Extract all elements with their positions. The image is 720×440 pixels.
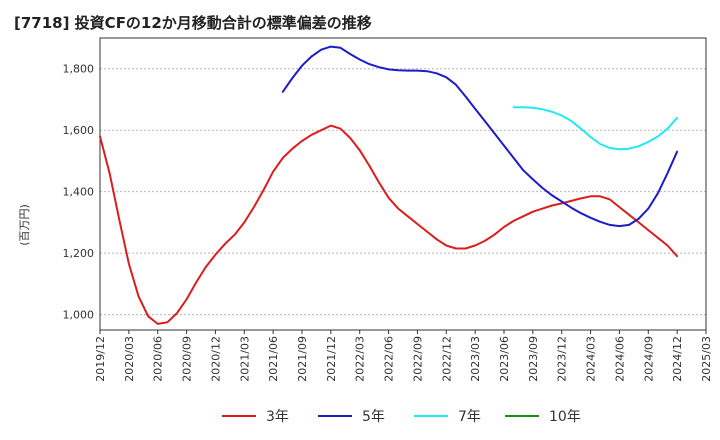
x-tick-label: 2021/03 — [238, 336, 251, 382]
legend-label: 10年 — [549, 409, 581, 425]
legend-label: 7年 — [458, 409, 481, 425]
legend-item: 5年 — [318, 406, 385, 426]
series-line-1 — [281, 45, 679, 228]
legend-item: 7年 — [414, 406, 481, 426]
y-tick-label: 1,000 — [63, 309, 95, 322]
x-tick-label: 2019/12 — [94, 336, 107, 382]
y-tick-label: 1,800 — [63, 63, 95, 76]
x-tick-label: 2022/12 — [440, 336, 453, 382]
x-tick-label: 2024/12 — [671, 336, 684, 382]
chart-canvas: 1,000 1,200 1,400 1,600 1,800 2019/12 2020/03 2… — [63, 37, 713, 382]
x-tick-label: 2024/06 — [613, 336, 626, 382]
x-tick-label: 2021/12 — [325, 336, 338, 382]
chart-title: [7718] 投資CFの12か月移動合計の標準偏差の推移 — [14, 14, 372, 32]
legend-item: 3年 — [222, 406, 289, 426]
x-tick-label: 2022/09 — [411, 336, 424, 382]
x-tick-label: 2022/06 — [383, 336, 396, 382]
legend-label: 3年 — [266, 409, 289, 425]
plot-frame — [99, 37, 707, 331]
series-line-0 — [99, 124, 679, 325]
series-line-2 — [512, 106, 679, 151]
x-tick-label: 2021/06 — [267, 336, 280, 382]
x-tick-label: 2024/03 — [585, 336, 598, 382]
x-tick-label: 2020/12 — [209, 336, 222, 382]
x-tick-label: 2021/09 — [296, 336, 309, 382]
x-tick-label: 2022/03 — [354, 336, 367, 382]
legend-swatch — [318, 415, 352, 417]
x-tick-label: 2020/06 — [152, 336, 165, 382]
legend-swatch — [222, 415, 256, 417]
legend-label: 5年 — [362, 409, 385, 425]
x-tick-label: 2024/09 — [642, 336, 655, 382]
x-tick-label: 2020/09 — [181, 336, 194, 382]
x-tick-label: 2025/03 — [700, 336, 713, 382]
x-tick-label: 2023/09 — [527, 336, 540, 382]
x-tick-label: 2020/03 — [123, 336, 136, 382]
legend: 3年 5年 7年 10年 — [0, 400, 720, 430]
x-tick-label: 2023/06 — [498, 336, 511, 382]
legend-swatch — [414, 415, 448, 417]
x-tick-label: 2023/12 — [556, 336, 569, 382]
legend-item: 10年 — [505, 406, 581, 426]
y-tick-label: 1,200 — [63, 247, 95, 260]
y-tick-label: 1,400 — [63, 186, 95, 199]
legend-swatch — [505, 415, 539, 417]
y-tick-label: 1,600 — [63, 124, 95, 137]
x-tick-label: 2023/03 — [469, 336, 482, 382]
